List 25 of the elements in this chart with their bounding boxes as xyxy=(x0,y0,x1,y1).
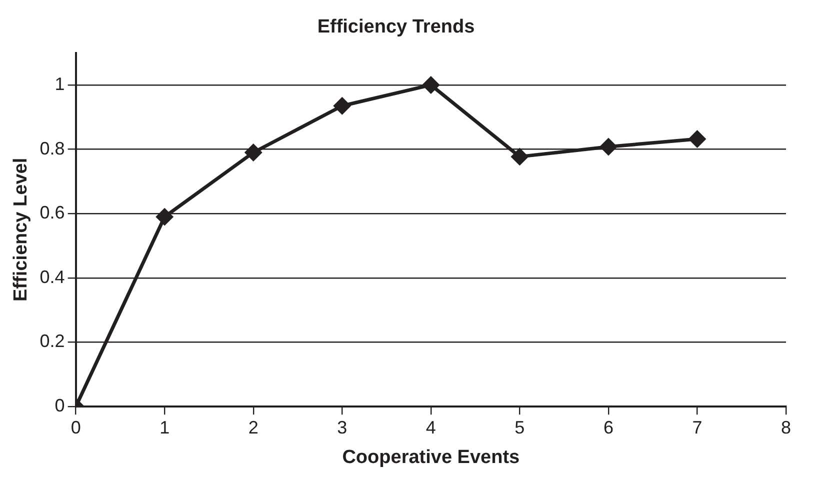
y-tick-label: 1 xyxy=(54,74,65,94)
point xyxy=(422,76,440,94)
point xyxy=(334,98,350,114)
x-axis-title: Cooperative Events xyxy=(342,446,520,468)
x-tick-label: 4 xyxy=(426,417,436,438)
y-tick-label: 0.8 xyxy=(40,138,65,158)
point xyxy=(688,130,706,148)
x-tick-label: 5 xyxy=(514,417,525,438)
chart-title: Efficiency Trends xyxy=(317,16,475,38)
y-tick-label: 0.2 xyxy=(40,331,65,352)
x-tick-label: 8 xyxy=(780,417,792,438)
point xyxy=(600,138,617,155)
y-tick-label: 0.4 xyxy=(40,266,65,287)
x-tick-label: 7 xyxy=(692,417,702,438)
x-tick-label: 6 xyxy=(603,417,614,438)
x-tick-label: 3 xyxy=(337,417,348,438)
point xyxy=(245,144,262,161)
x-tick-label: 1 xyxy=(160,417,170,438)
point xyxy=(511,148,528,165)
y-tick-label: 0.6 xyxy=(40,202,65,223)
y-axis-title: Efficiency Level xyxy=(10,158,32,302)
point xyxy=(156,208,173,226)
x-tick-label: 2 xyxy=(248,417,258,438)
y-tick-label: 0 xyxy=(54,396,65,416)
x-tick-label: 0 xyxy=(70,417,81,438)
